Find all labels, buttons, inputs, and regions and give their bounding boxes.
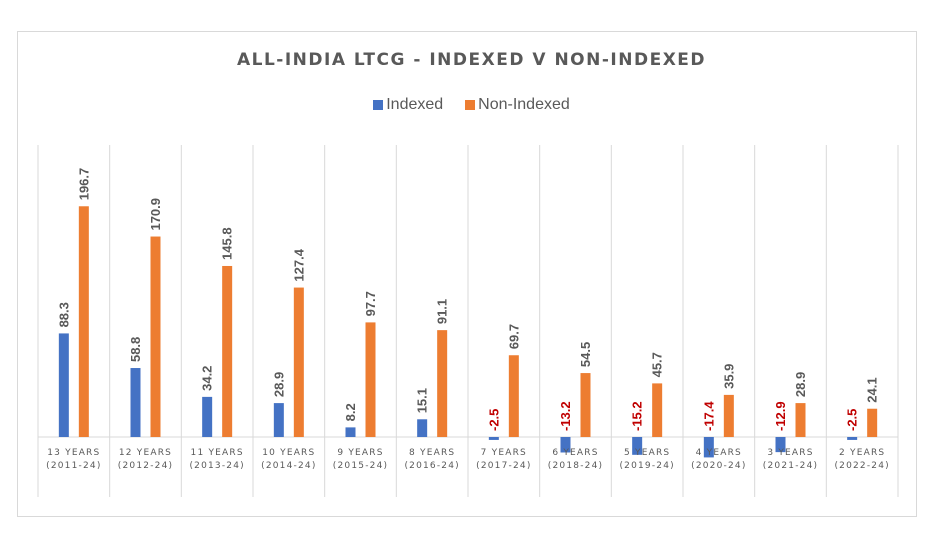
category-label: 6 YEARS xyxy=(552,448,598,458)
bar-non-indexed xyxy=(437,330,448,437)
category-label: 2 YEARS xyxy=(839,448,885,458)
legend-swatch-non-indexed xyxy=(465,100,476,110)
data-label-indexed: -15.2 xyxy=(630,401,645,431)
category-sublabel: (2017-24) xyxy=(476,461,531,471)
data-label-non-indexed: 45.7 xyxy=(650,352,665,377)
category-sublabel: (2021-24) xyxy=(763,461,818,471)
legend-item-indexed: Indexed xyxy=(373,96,443,114)
bar-indexed xyxy=(775,437,786,453)
category-sublabel: (2016-24) xyxy=(404,461,459,471)
bar-non-indexed xyxy=(652,383,663,437)
data-label-indexed: 28.9 xyxy=(271,372,286,397)
data-label-non-indexed: 97.7 xyxy=(363,291,378,316)
category-label: 3 YEARS xyxy=(767,448,813,458)
chart-legend: Indexed Non-Indexed xyxy=(0,96,943,114)
bar-non-indexed xyxy=(293,287,304,437)
data-label-non-indexed: 145.8 xyxy=(220,227,235,260)
bar-non-indexed xyxy=(508,355,519,437)
category-sublabel: (2022-24) xyxy=(834,461,889,471)
data-label-non-indexed: 127.4 xyxy=(291,248,306,281)
category-sublabel: (2015-24) xyxy=(333,461,388,471)
data-label-non-indexed: 24.1 xyxy=(865,377,880,402)
legend-label-indexed: Indexed xyxy=(386,96,444,113)
bar-indexed xyxy=(703,437,714,458)
bar-indexed xyxy=(632,437,643,455)
chart-frame xyxy=(17,31,917,517)
data-label-non-indexed: 35.9 xyxy=(721,364,736,389)
legend-label-non-indexed: Non-Indexed xyxy=(478,96,570,113)
data-label-non-indexed: 28.9 xyxy=(793,372,808,397)
bar-indexed xyxy=(488,437,499,440)
category-label: 12 YEARS xyxy=(119,448,172,458)
bar-non-indexed xyxy=(78,206,89,437)
data-label-non-indexed: 196.7 xyxy=(76,168,91,201)
category-label: 11 YEARS xyxy=(191,448,244,458)
data-label-indexed: 8.2 xyxy=(343,403,358,421)
legend-item-non-indexed: Non-Indexed xyxy=(465,96,570,114)
bar-indexed xyxy=(273,403,284,437)
data-label-indexed: -13.2 xyxy=(558,401,573,431)
data-label-non-indexed: 54.5 xyxy=(578,342,593,367)
category-label: 4 YEARS xyxy=(696,448,742,458)
category-label: 5 YEARS xyxy=(624,448,670,458)
data-label-indexed: 15.1 xyxy=(415,388,430,413)
chart-title: ALL-INDIA LTCG - INDEXED V NON-INDEXED xyxy=(236,50,707,70)
bar-non-indexed xyxy=(365,322,376,437)
bar-indexed xyxy=(345,427,356,437)
category-sublabel: (2018-24) xyxy=(548,461,603,471)
data-label-non-indexed: 69.7 xyxy=(506,324,521,349)
legend-swatch-indexed xyxy=(373,100,384,110)
category-sublabel: (2020-24) xyxy=(691,461,746,471)
category-sublabel: (2012-24) xyxy=(118,461,173,471)
category-label: 9 YEARS xyxy=(337,448,383,458)
bar-non-indexed xyxy=(867,408,878,437)
data-label-indexed: -17.4 xyxy=(701,401,716,431)
category-sublabel: (2011-24) xyxy=(46,461,101,471)
data-label-indexed: -2.5 xyxy=(486,409,501,431)
bar-non-indexed xyxy=(795,403,806,437)
category-label: 8 YEARS xyxy=(409,448,455,458)
bar-non-indexed xyxy=(723,394,734,437)
data-label-indexed: 88.3 xyxy=(56,302,71,327)
data-label-indexed: -2.5 xyxy=(845,409,860,431)
bar-non-indexed xyxy=(580,373,591,437)
data-label-indexed: 34.2 xyxy=(200,366,215,391)
bar-non-indexed xyxy=(150,236,161,437)
bar-indexed xyxy=(560,437,571,453)
category-sublabel: (2014-24) xyxy=(261,461,316,471)
category-label: 10 YEARS xyxy=(262,448,315,458)
bar-indexed xyxy=(202,396,213,437)
category-label: 7 YEARS xyxy=(481,448,527,458)
bar-indexed xyxy=(417,419,428,437)
category-sublabel: (2019-24) xyxy=(619,461,674,471)
data-label-indexed: 58.8 xyxy=(128,337,143,362)
data-label-non-indexed: 91.1 xyxy=(435,299,450,324)
category-sublabel: (2013-24) xyxy=(189,461,244,471)
data-label-non-indexed: 170.9 xyxy=(148,198,163,231)
bar-indexed xyxy=(847,437,858,440)
bar-indexed xyxy=(58,333,69,437)
bar-non-indexed xyxy=(222,265,233,437)
data-label-indexed: -12.9 xyxy=(773,401,788,431)
bar-indexed xyxy=(130,368,141,437)
category-label: 13 YEARS xyxy=(47,448,100,458)
